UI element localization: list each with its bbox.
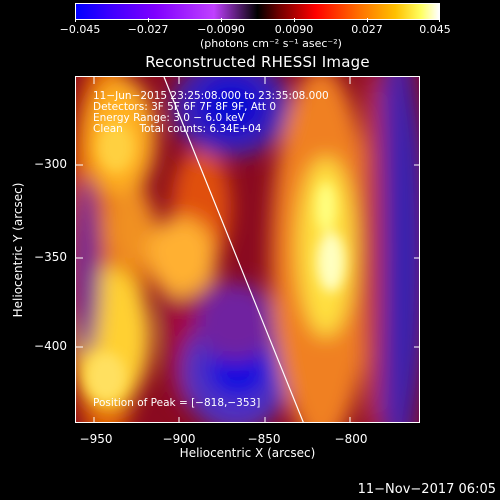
colorbar-tick [439,18,440,22]
image-map [76,77,419,422]
colorbar-units: (photons cm⁻² s⁻¹ asec⁻²) [200,37,342,50]
clean-annotation: Clean Total counts: 6.34E+04 [93,123,262,135]
x-tick-label: −950 [79,432,113,446]
colorbar-tick [367,18,368,22]
y-tick-label: −300 [34,157,67,171]
x-tick-label: −850 [247,432,281,446]
x-tick-label: −800 [334,432,368,446]
colorbar-tick-label: −0.0090 [197,23,245,36]
y-axis-label: Heliocentric Y (arcsec) [11,182,25,318]
y-tick-label: −400 [34,339,67,353]
x-tick-label: −900 [162,432,196,446]
colorbar-tick-label: −0.045 [59,23,101,36]
colorbar-tick-label: 0.0090 [274,23,314,36]
colorbar-tick [148,18,149,22]
colorbar-tick [294,18,295,22]
colorbar-tick-label: 0.027 [351,23,383,36]
solar-limb-line [163,77,304,422]
y-tick-label: −350 [34,250,67,264]
plot-title: Reconstructed RHESSI Image [145,53,370,71]
colorbar-tick-label: 0.045 [419,23,451,36]
colorbar-tick [221,18,222,22]
x-axis-label: Heliocentric X (arcsec) [179,446,316,460]
colorbar-tick [75,18,76,22]
peak-position-annotation: Position of Peak = [−818,−353] [93,397,261,409]
time-range-annotation: 11−Jun−2015 23:25:08.000 to 23:35:08.000 [93,90,329,102]
detectors-annotation: Detectors: 3F 5F 6F 7F 8F 9F, Att 0 [93,101,277,113]
footer-date: 11−Nov−2017 06:05 [357,482,496,497]
rhessi-image: 11−Jun−2015 23:25:08.000 to 23:35:08.000… [75,76,420,423]
colorbar [75,3,440,20]
energy-range-annotation: Energy Range: 3.0 − 6.0 keV [93,112,245,124]
colorbar-tick-label: −0.027 [127,23,169,36]
